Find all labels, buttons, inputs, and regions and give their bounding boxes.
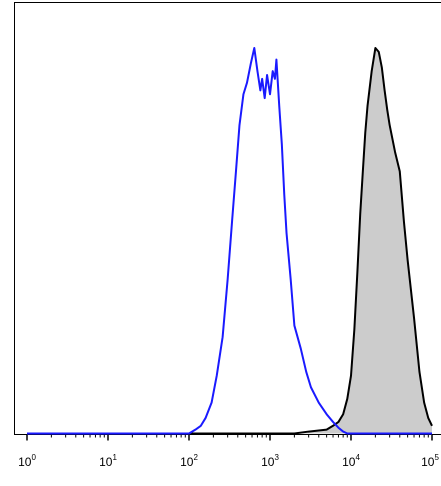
series-1-line [27,47,432,435]
x-tick-label-1: 100 [18,453,36,469]
x-tick-label-100: 102 [180,453,198,469]
x-axis-tick-labels: 100 101 102 103 104 105 [18,453,439,469]
series-2-line [27,47,433,435]
x-tick-label-10000: 104 [342,453,360,469]
series-layer [27,47,433,435]
x-axis-ticks [26,434,433,441]
x-tick-label-1000: 103 [261,453,279,469]
series-2-fill [27,48,432,434]
x-tick-label-10: 101 [99,453,117,469]
x-tick-label-100000: 105 [421,453,439,469]
